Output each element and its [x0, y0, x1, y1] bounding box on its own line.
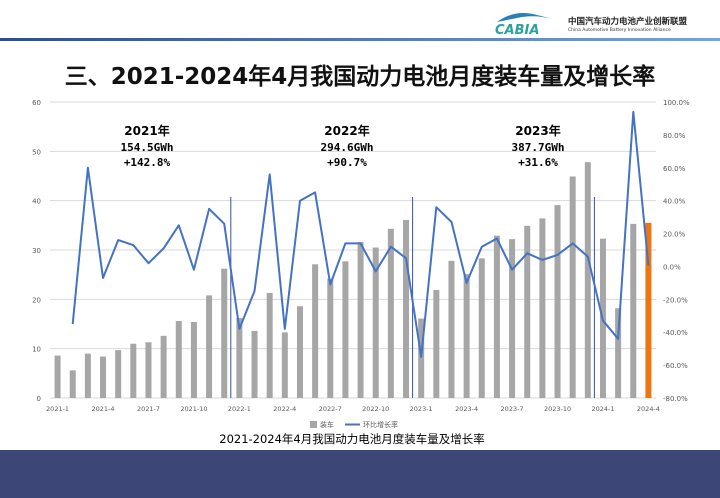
- svg-text:CABIA: CABIA: [495, 23, 539, 36]
- x-axis-tick: 2022-4: [273, 405, 296, 413]
- x-axis-tick: 2022-10: [362, 405, 389, 413]
- bar-2021-10: [190, 322, 197, 398]
- left-axis-tick: 60: [32, 99, 41, 107]
- org-name-en: China Automotive Battery Innovation Alli…: [568, 28, 671, 33]
- legend-bar-swatch: [310, 421, 317, 428]
- bar-2022-12: [403, 219, 410, 398]
- bar-2022-5: [296, 306, 303, 398]
- bar-2023-4: [463, 274, 470, 398]
- right-axis-tick: 80.0%: [663, 132, 686, 140]
- right-axis-tick: -60.0%: [663, 362, 688, 370]
- bar-2022-1: [236, 318, 243, 398]
- bar-2021-2: [69, 370, 76, 398]
- org-name-cn: 中国汽车动力电池产业创新联盟: [568, 17, 688, 27]
- right-axis-tick: 100.0%: [663, 99, 690, 107]
- left-axis-tick: 20: [32, 296, 41, 304]
- x-axis-tick: 2023-10: [544, 405, 571, 413]
- legend-bar-label: 装车: [320, 420, 334, 429]
- bar-2022-9: [357, 242, 364, 398]
- bar-2021-7: [145, 342, 152, 398]
- left-axis-tick: 50: [32, 148, 41, 156]
- x-axis-tick: 2023-1: [410, 405, 433, 413]
- x-axis-tick: 2021-4: [92, 405, 115, 413]
- left-axis-tick: 40: [32, 198, 41, 206]
- left-axis-tick: 30: [32, 247, 41, 255]
- right-axis-tick: 40.0%: [663, 198, 686, 206]
- bar-2023-5: [478, 258, 485, 398]
- chart: 0 10 20 30 40 50 60 -80.0% -60.0% -40.0% -20.0% 0.0…: [32, 99, 690, 446]
- annotation-year: 2021年: [124, 123, 169, 138]
- footer-band: [0, 450, 720, 498]
- bar-2023-9: [539, 218, 546, 398]
- right-axis-tick: 60.0%: [663, 165, 686, 173]
- bar-2021-9: [175, 321, 182, 398]
- bar-2021-5: [115, 350, 122, 398]
- x-axis-tick: 2023-4: [455, 405, 478, 413]
- left-axis-tick: 0: [37, 395, 41, 403]
- legend-line-label: 环比增长率: [363, 420, 398, 429]
- header-divider: [0, 38, 720, 41]
- bar-2022-7: [327, 278, 334, 398]
- bar-2024-3: [630, 223, 637, 398]
- right-axis-tick: 20.0%: [663, 231, 686, 239]
- bar-2022-11: [387, 228, 394, 398]
- bar-2023-7: [509, 239, 516, 398]
- bar-2022-6: [312, 264, 319, 398]
- right-axis-tick: 0.0%: [663, 263, 681, 271]
- annotation-total: 294.6GWh: [321, 141, 374, 154]
- chart-title: 2021-2024年4月我国动力电池月度装车量及增长率: [219, 432, 485, 446]
- annotation-total: 387.7GWh: [512, 141, 565, 154]
- bar-2022-3: [266, 292, 273, 398]
- bar-2022-2: [251, 330, 258, 398]
- bar-2023-1: [418, 318, 425, 398]
- bar-2023-10: [554, 205, 561, 398]
- x-axis-tick: 2022-7: [319, 405, 342, 413]
- cabia-logo: CABIA: [495, 13, 553, 36]
- bar-2022-4: [281, 332, 288, 398]
- annotation-growth: +31.6%: [518, 156, 558, 169]
- x-axis-tick: 2022-1: [228, 405, 251, 413]
- bar-2024-4: [645, 222, 652, 398]
- bar-2023-6: [493, 235, 500, 398]
- x-axis-tick: 2021-7: [137, 405, 160, 413]
- annotation-year: 2023年: [515, 123, 560, 138]
- annotation-year: 2022年: [324, 123, 369, 138]
- page-title: 三、2021-2024年4月我国动力电池月度装车量及增长率: [64, 64, 656, 90]
- x-axis-tick: 2024-1: [591, 405, 614, 413]
- bar-2021-1: [54, 355, 61, 398]
- x-axis-tick: 2023-7: [501, 405, 524, 413]
- x-axis-tick: 2024-4: [637, 405, 660, 413]
- bar-2021-11: [206, 295, 213, 398]
- org-name: 中国汽车动力电池产业创新联盟 China Automotive Battery …: [568, 15, 687, 33]
- bar-2023-2: [433, 289, 440, 398]
- bar-2021-12: [221, 268, 228, 398]
- bar-2023-11: [569, 176, 576, 398]
- left-axis-tick: 10: [32, 346, 41, 354]
- bar-2021-8: [160, 335, 167, 398]
- x-axis-tick: 2021-1: [46, 405, 69, 413]
- annotation-total: 154.5GWh: [121, 141, 174, 154]
- bar-2022-10: [372, 247, 379, 398]
- bar-2021-4: [100, 356, 107, 398]
- x-axis-tick: 2021-10: [180, 405, 207, 413]
- bar-2023-3: [448, 260, 455, 398]
- bar-2024-2: [615, 308, 622, 398]
- right-axis-tick: -80.0%: [663, 395, 688, 403]
- bar-2023-8: [524, 225, 531, 398]
- right-axis-tick: -40.0%: [663, 329, 688, 337]
- bar-2021-6: [130, 343, 137, 398]
- bar-2023-12: [584, 162, 591, 398]
- right-axis-tick: -20.0%: [663, 296, 688, 304]
- bar-2022-8: [342, 261, 349, 398]
- bar-2021-3: [84, 353, 91, 398]
- annotation-growth: +90.7%: [327, 156, 367, 169]
- annotation-growth: +142.8%: [124, 156, 171, 169]
